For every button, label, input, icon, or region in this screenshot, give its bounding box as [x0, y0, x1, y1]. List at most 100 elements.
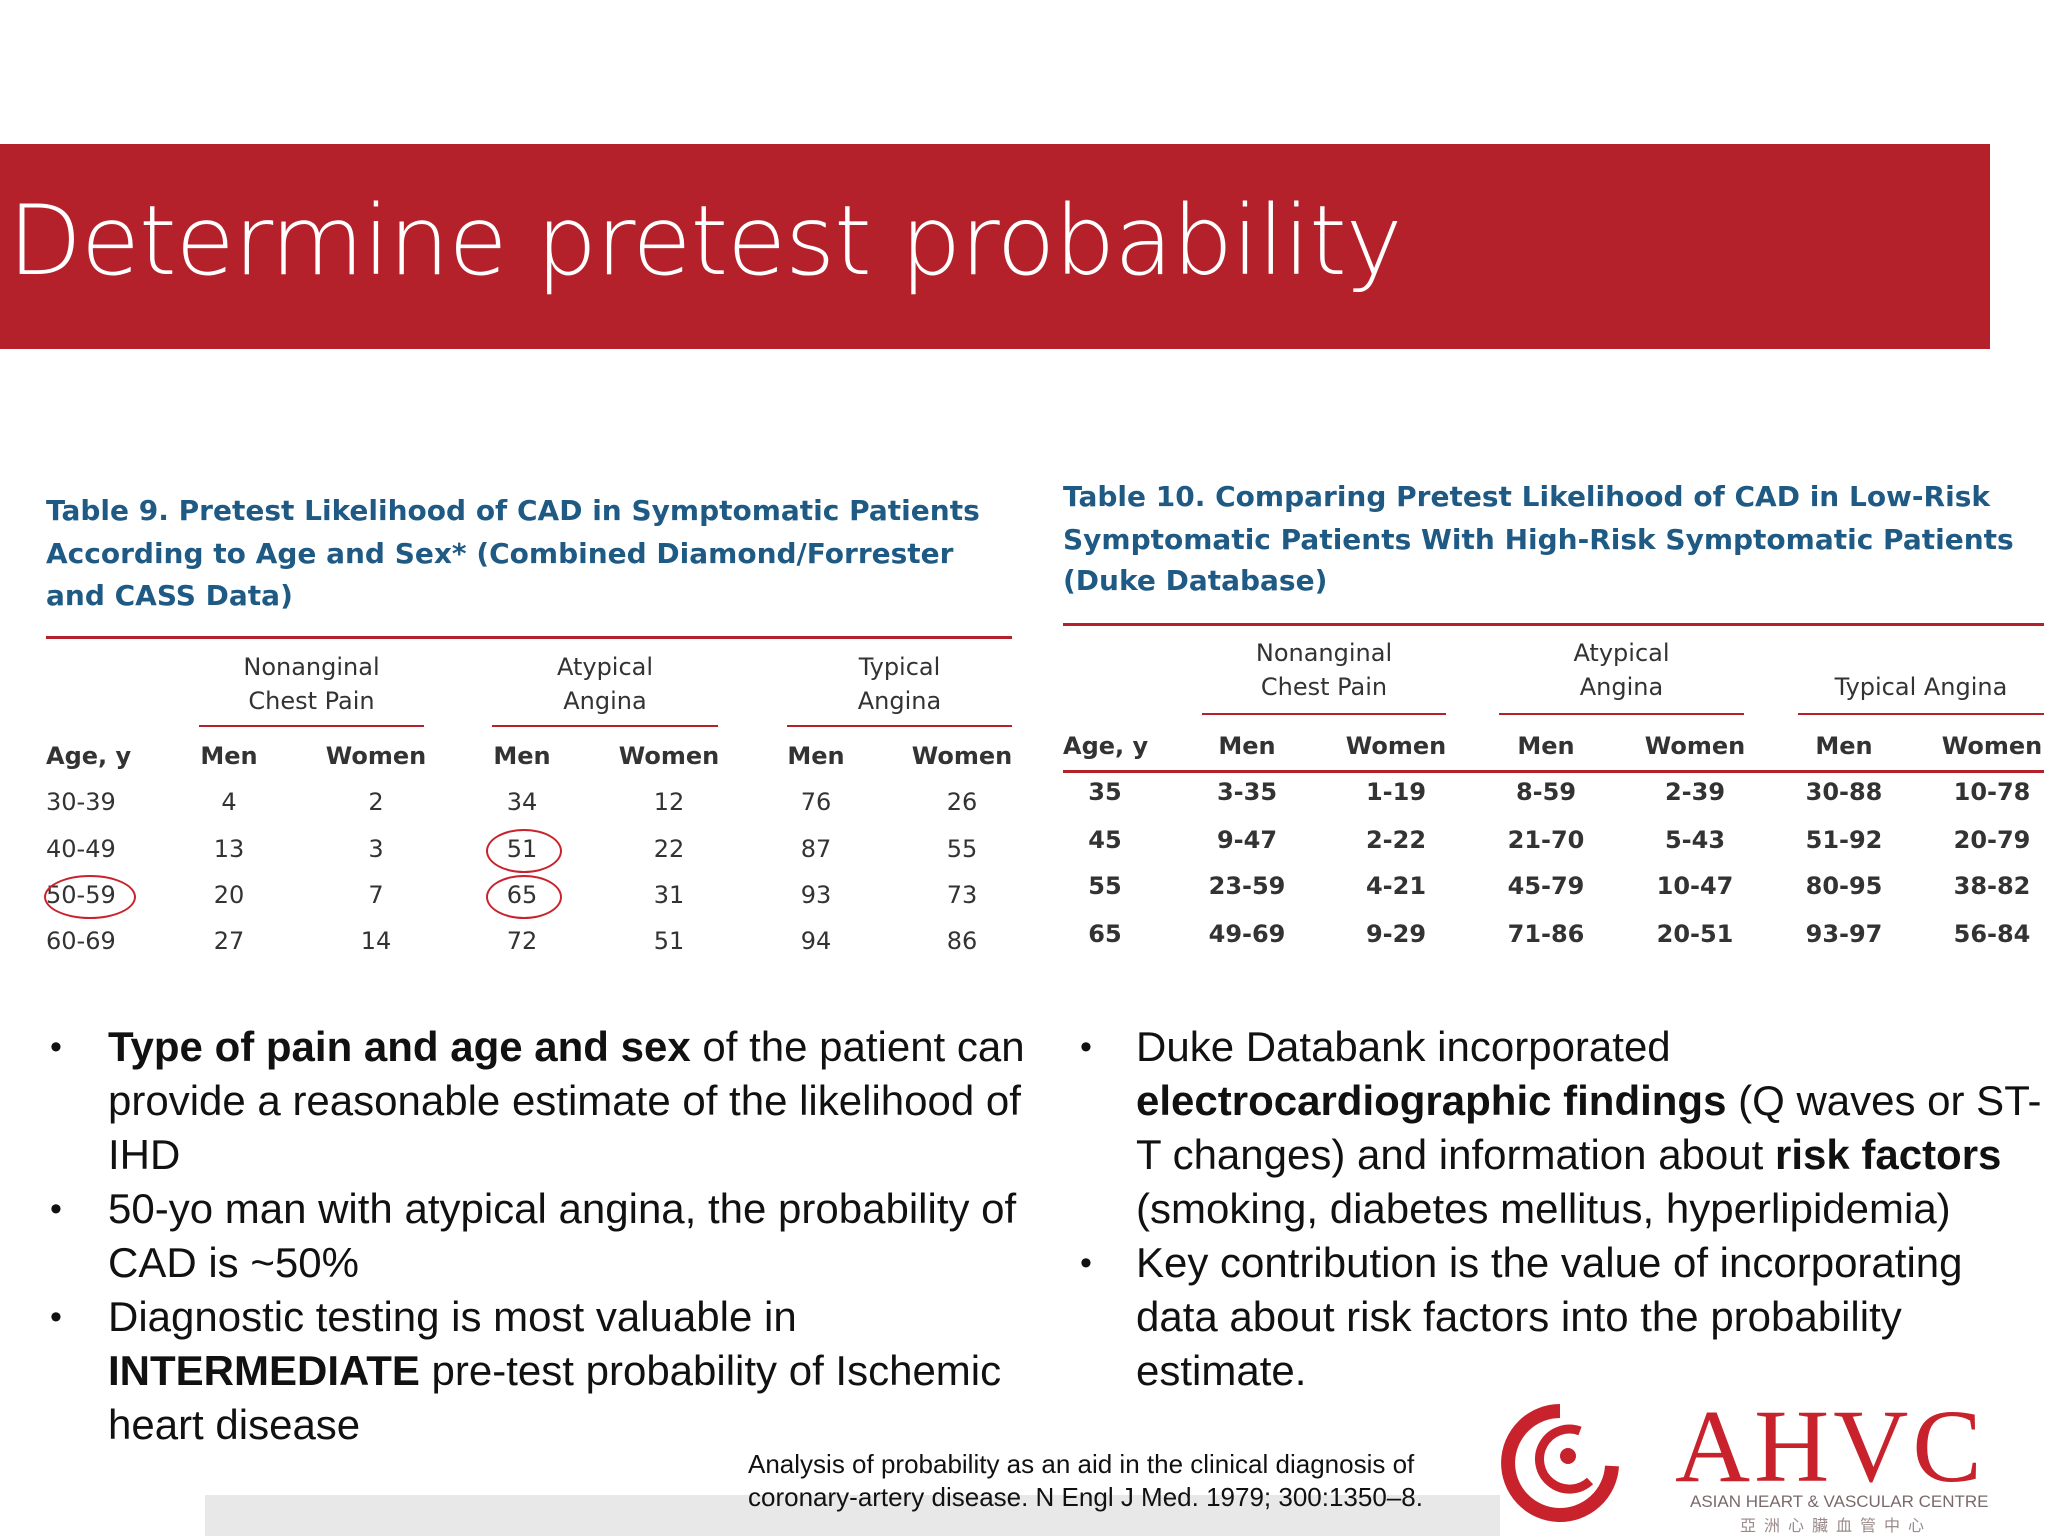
table-cell: 4-21: [1365, 872, 1427, 900]
bullet-dot: •: [50, 1298, 62, 1336]
bullet-dot: •: [50, 1190, 62, 1228]
table-cell: 2-39: [1664, 778, 1726, 806]
table-cell: 45: [1088, 826, 1122, 854]
bullet-text: electrocardiographic findings: [1136, 1077, 1727, 1124]
highlight-circle: [44, 875, 136, 919]
group-underline: [1798, 713, 2044, 715]
column-header: Women: [1644, 732, 1746, 760]
column-header: Women: [911, 742, 1013, 770]
group-label: Atypical Angina: [556, 653, 654, 715]
table-cell: 65: [1088, 920, 1122, 948]
table-cell: 51-92: [1805, 826, 1883, 854]
column-header: Men: [787, 742, 845, 770]
bullet-item: • Key contribution is the value of incorp…: [1080, 1236, 2046, 1398]
table-caption: Symptomatic Patients With High-Risk Symp…: [1063, 523, 2014, 556]
table-cell: 2-22: [1365, 826, 1427, 854]
table-cell: 30-39: [46, 788, 116, 816]
table-cell: 45-79: [1507, 872, 1585, 900]
table-cell: 80-95: [1805, 872, 1883, 900]
bullet-text: pre-test probability of Ischemic heart d…: [108, 1347, 1013, 1448]
table-cell: 12: [653, 788, 685, 816]
table-cell: 86: [946, 927, 978, 955]
group-header: Typical Angina: [1798, 634, 2044, 704]
table-cell: 30-88: [1805, 778, 1883, 806]
table-caption: Table 9. Pretest Likelihood of CAD in Sy…: [46, 494, 980, 527]
table-cell: 21-70: [1507, 826, 1585, 854]
citation: coronary-artery disease. N Engl J Med. 1…: [748, 1482, 1423, 1512]
table-cell: 40-49: [46, 835, 116, 863]
group-label: Nonanginal Chest Pain: [243, 653, 380, 715]
table-cell: 27: [213, 927, 245, 955]
logo: AHVC ASIAN HEART & VASCULAR CENTRE 亞洲心臟血…: [1501, 1391, 1989, 1535]
table-cell: 72: [506, 927, 538, 955]
bullet-text: of the patient can provide a reasonable …: [108, 1023, 1037, 1178]
table-rule: [46, 636, 1012, 639]
bullet-item: • Diagnostic testing is most valuable in …: [50, 1290, 1053, 1452]
bullet-dot: •: [50, 1028, 62, 1066]
bullet-text: Key contribution is the value of incorpo…: [1136, 1239, 1975, 1394]
bullet-text: Duke Databank incorporated: [1136, 1023, 1683, 1070]
table-cell: 20: [213, 881, 245, 909]
bullet-list: • Type of pain and age and sex of the pat…: [0, 1020, 2048, 1452]
table-cell: 22: [653, 835, 685, 863]
table-cell: 20-51: [1656, 920, 1734, 948]
table-cell: 55: [1088, 872, 1122, 900]
table-cell: 3: [368, 835, 384, 863]
table-rule: [1063, 623, 2044, 626]
table-cell: 71-86: [1507, 920, 1585, 948]
bullet-text: 50-yo man with atypical angina, the prob…: [108, 1185, 1028, 1286]
table-cell: 49-69: [1208, 920, 1286, 948]
table-cell: 93: [800, 881, 832, 909]
table-cell: 1-19: [1365, 778, 1427, 806]
slide-title: Determine pretest probability: [8, 185, 1403, 297]
column-header: Men: [1218, 732, 1276, 760]
table-cell: 4: [221, 788, 237, 816]
table-cell: 56-84: [1953, 920, 2031, 948]
bullet-text: Type of pain and age and sex: [108, 1023, 691, 1070]
group-label: Typical Angina: [857, 653, 942, 715]
column-header: Men: [1517, 732, 1575, 760]
group-underline: [1202, 713, 1446, 715]
table-cell: 2: [368, 788, 384, 816]
table-cell: 9-47: [1216, 826, 1278, 854]
group-underline: [492, 725, 718, 727]
table-cell: 51: [653, 927, 685, 955]
column-header: Women: [1345, 732, 1447, 760]
table-caption: According to Age and Sex* (Combined Diam…: [46, 537, 954, 570]
table-cell: 10-78: [1953, 778, 2031, 806]
table-cell: 26: [946, 788, 978, 816]
title-bar: [0, 144, 1990, 349]
table-cell: 9-29: [1365, 920, 1427, 948]
group-label: Nonanginal Chest Pain: [1255, 639, 1393, 701]
table-cell: 87: [800, 835, 832, 863]
highlight-circle: [486, 875, 562, 919]
table-cell: 14: [360, 927, 392, 955]
table-rule: [1063, 770, 2044, 773]
table-caption: (Duke Database): [1063, 564, 1328, 597]
table-cell: 93-97: [1805, 920, 1883, 948]
column-header: Men: [493, 742, 551, 770]
table-cell: 3-35: [1216, 778, 1278, 806]
group-underline: [1499, 713, 1744, 715]
bullet-item: • Duke Databank incorporated electrocardi…: [1080, 1020, 2046, 1236]
group-header: Atypical Angina: [492, 648, 718, 718]
table-cell: 13: [213, 835, 245, 863]
logo-chinese: 亞洲心臟血管中心: [1740, 1516, 1932, 1535]
table-cell: 8-59: [1515, 778, 1577, 806]
table-cell: 55: [946, 835, 978, 863]
table-cell: 10-47: [1656, 872, 1734, 900]
table-cell: 7: [368, 881, 384, 909]
column-header: Age, y: [46, 742, 132, 770]
bullet-text: risk factors: [1774, 1131, 2002, 1178]
logo-subtitle: ASIAN HEART & VASCULAR CENTRE: [1690, 1492, 1989, 1511]
table-cell: 73: [946, 881, 978, 909]
bullet-text: (Q waves or ST-T changes) and informatio…: [1136, 1077, 2042, 1178]
group-underline: [787, 725, 1012, 727]
table-cell: 94: [800, 927, 832, 955]
group-underline: [199, 725, 424, 727]
group-header: Typical Angina: [787, 648, 1012, 718]
column-header: Women: [1941, 732, 2043, 760]
table-cell: 34: [506, 788, 538, 816]
table-cell: 35: [1088, 778, 1122, 806]
